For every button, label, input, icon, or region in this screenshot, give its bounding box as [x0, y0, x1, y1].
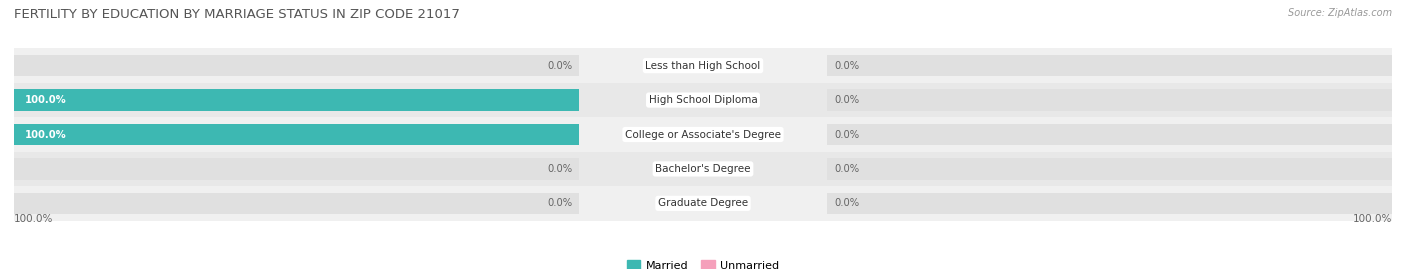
Text: Source: ZipAtlas.com: Source: ZipAtlas.com [1288, 8, 1392, 18]
Bar [14, 48, 1392, 83]
Text: 0.0%: 0.0% [547, 61, 572, 71]
Bar [14, 124, 579, 145]
Text: College or Associate's Degree: College or Associate's Degree [626, 129, 780, 140]
Bar [14, 152, 1392, 186]
Bar [14, 83, 1392, 117]
Bar [14, 89, 579, 111]
Bar [827, 158, 1392, 180]
Text: Graduate Degree: Graduate Degree [658, 198, 748, 208]
Text: 0.0%: 0.0% [834, 198, 859, 208]
Text: High School Diploma: High School Diploma [648, 95, 758, 105]
Bar [14, 124, 579, 145]
Text: FERTILITY BY EDUCATION BY MARRIAGE STATUS IN ZIP CODE 21017: FERTILITY BY EDUCATION BY MARRIAGE STATU… [14, 8, 460, 21]
Bar [827, 124, 1392, 145]
Bar [14, 55, 579, 76]
Bar [14, 117, 1392, 152]
Text: 100.0%: 100.0% [24, 95, 66, 105]
Bar [14, 89, 579, 111]
Text: 100.0%: 100.0% [1353, 214, 1392, 224]
Bar [14, 193, 579, 214]
Legend: Married, Unmarried: Married, Unmarried [621, 256, 785, 269]
Text: Bachelor's Degree: Bachelor's Degree [655, 164, 751, 174]
Text: 0.0%: 0.0% [834, 95, 859, 105]
Bar [827, 193, 1392, 214]
Text: 0.0%: 0.0% [547, 198, 572, 208]
Bar [14, 186, 1392, 221]
Text: 100.0%: 100.0% [24, 129, 66, 140]
Text: Less than High School: Less than High School [645, 61, 761, 71]
Bar [827, 55, 1392, 76]
Text: 0.0%: 0.0% [834, 164, 859, 174]
Bar [14, 158, 579, 180]
Text: 100.0%: 100.0% [14, 214, 53, 224]
Text: 0.0%: 0.0% [547, 164, 572, 174]
Text: 0.0%: 0.0% [834, 61, 859, 71]
Text: 0.0%: 0.0% [834, 129, 859, 140]
Bar [827, 89, 1392, 111]
